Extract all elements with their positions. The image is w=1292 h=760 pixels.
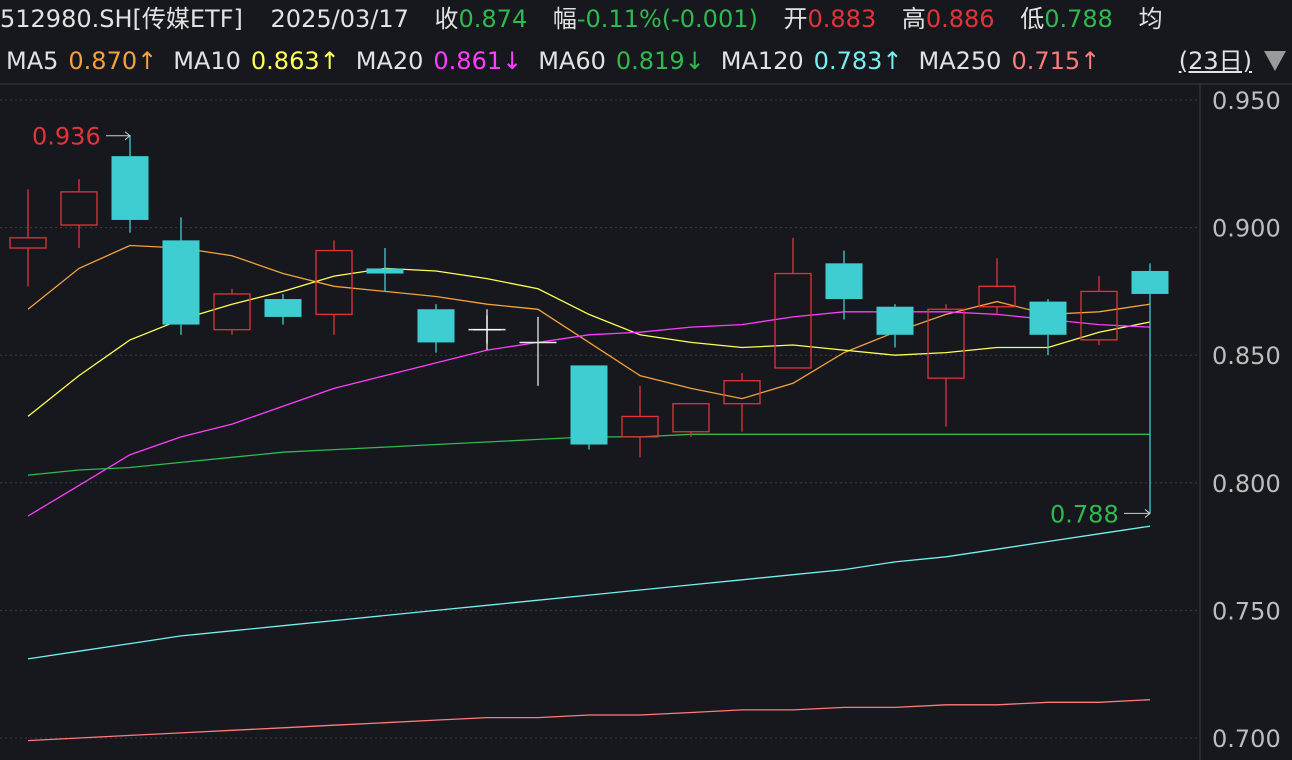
candle-body <box>213 293 251 331</box>
avg-label: 均 <box>1138 5 1163 33</box>
candle-body <box>927 308 965 379</box>
candle <box>417 304 455 353</box>
low-value: 0.788 <box>1044 5 1113 33</box>
ma-legend-label: MA120 <box>720 47 804 75</box>
candle <box>876 304 914 348</box>
marker-label: 0.788 <box>1050 500 1119 528</box>
ma-legend-value: 0.870↑ <box>68 47 158 75</box>
candle <box>570 365 608 450</box>
candle <box>621 385 659 458</box>
candle-body <box>672 403 710 433</box>
candle <box>1029 299 1067 356</box>
marker-label: 0.936 <box>32 123 101 151</box>
ma-line-ma5 <box>27 244 1151 400</box>
candle-body <box>876 306 914 335</box>
candle-body <box>162 240 200 325</box>
candle-body <box>417 309 455 343</box>
candle-body <box>315 249 353 316</box>
candle <box>978 258 1016 315</box>
price-marker: 0.788 <box>1050 500 1151 528</box>
candle-body <box>366 268 404 274</box>
high-value: 0.886 <box>925 5 995 33</box>
candle <box>774 237 812 369</box>
candle <box>1080 276 1118 345</box>
ma-legend-label: MA250 <box>918 47 1002 75</box>
high-label: 高 <box>901 5 926 33</box>
ma-legend-value: 0.819↓ <box>615 47 705 75</box>
ma-legend-value: 0.715↑ <box>1011 47 1101 75</box>
candle-body <box>1029 301 1067 335</box>
ma-legend-label: MA5 <box>6 47 59 75</box>
low-label: 低 <box>1020 5 1045 33</box>
extreme-price-markers: 0.936 0.788 <box>32 123 1151 528</box>
candle <box>264 293 302 325</box>
change-value: -0.11%(-0.001) <box>576 5 758 33</box>
candle <box>315 240 353 335</box>
candlesticks <box>9 135 1169 514</box>
y-tick-label: 0.900 <box>1212 215 1281 243</box>
price-grid <box>0 83 1292 760</box>
ma-legend-label: MA10 <box>173 47 241 75</box>
candle-body <box>570 365 608 445</box>
candle <box>366 248 404 292</box>
ma-line-ma10 <box>27 267 1151 417</box>
price-axis: 0.950 0.900 0.850 0.800 0.750 0.700 <box>1212 87 1281 753</box>
candle <box>213 288 251 335</box>
candle-body <box>978 285 1016 308</box>
ma-legend-label: MA60 <box>538 47 606 75</box>
marker-arrowhead <box>124 131 131 141</box>
candle-body <box>1131 270 1169 294</box>
candle <box>723 373 761 432</box>
ma-line-ma250 <box>27 699 1151 742</box>
security-name: 512980.SH[传媒ETF] <box>0 5 243 33</box>
candle <box>1131 263 1169 514</box>
y-tick-label: 0.800 <box>1212 470 1281 498</box>
candle-body <box>111 156 149 220</box>
ma-legend-items: MA5 0.870↑ MA10 0.863↑ MA20 0.861↓ MA60 0.819↓ M… <box>0 42 1100 80</box>
candle <box>162 217 200 335</box>
ma-legend: MA5 0.870↑ MA10 0.863↑ MA20 0.861↓ MA60 0.819↓ M… <box>0 42 1292 80</box>
ma-line-ma120 <box>27 525 1151 660</box>
close-value: 0.874 <box>458 5 528 33</box>
quote-header: 512980.SH[传媒ETF] 2025/03/17 收0.874 幅-0.1… <box>0 0 1292 38</box>
candle <box>9 189 47 287</box>
candle <box>111 135 149 233</box>
candle <box>60 179 98 249</box>
dropdown-arrow-icon[interactable] <box>1264 51 1286 71</box>
candle-body <box>9 237 47 249</box>
candle-body <box>723 380 761 405</box>
marker-arrowhead <box>1144 509 1151 518</box>
price-marker: 0.936 <box>32 123 131 151</box>
ma-legend-value: 0.861↓ <box>433 47 523 75</box>
ma-legend-value: 0.863↑ <box>250 47 340 75</box>
y-tick-label: 0.950 <box>1212 87 1281 115</box>
candle <box>519 316 557 386</box>
candle <box>825 250 863 320</box>
open-value: 0.883 <box>807 5 877 33</box>
crosshair-cursor <box>473 315 501 344</box>
quote-date: 2025/03/17 <box>270 5 409 33</box>
ma-line-ma20 <box>27 311 1151 517</box>
candle <box>672 403 710 437</box>
period-selector[interactable]: (23日) <box>1178 47 1252 75</box>
candle-body <box>774 272 812 369</box>
candle <box>927 304 965 427</box>
candle-body <box>60 191 98 226</box>
candle-body <box>1080 290 1118 341</box>
candle-body <box>621 415 659 438</box>
moving-average-lines <box>27 244 1151 742</box>
open-label: 开 <box>783 5 808 33</box>
candle-body <box>264 299 302 317</box>
y-tick-label: 0.700 <box>1212 725 1281 753</box>
change-label: 幅 <box>552 5 577 33</box>
ma-legend-value: 0.783↑ <box>813 47 903 75</box>
ma-legend-label: MA20 <box>355 47 424 75</box>
y-tick-label: 0.750 <box>1212 597 1281 625</box>
candle-body <box>825 263 863 300</box>
y-tick-label: 0.850 <box>1212 342 1281 370</box>
close-label: 收 <box>434 5 459 33</box>
